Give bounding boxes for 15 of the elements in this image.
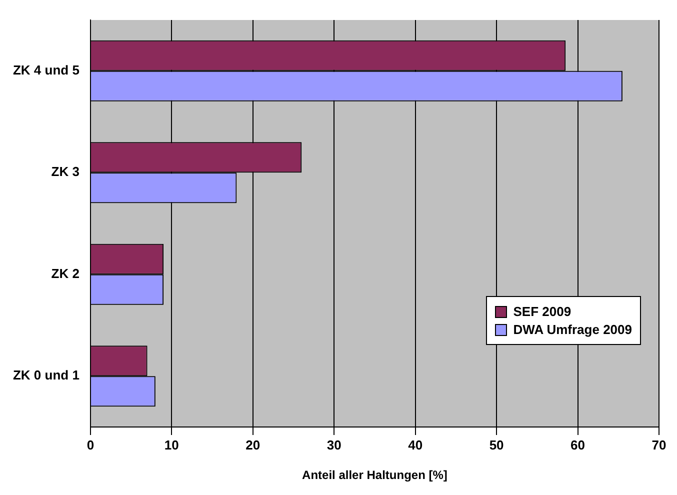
legend-label: SEF 2009 — [513, 304, 572, 319]
x-tick-label: 0 — [86, 437, 94, 452]
y-tick-label: ZK 3 — [51, 164, 80, 180]
x-axis-title: Anteil aller Haltungen [%] — [302, 468, 448, 482]
y-tick-label: ZK 4 und 5 — [12, 62, 80, 78]
x-tick-label: 40 — [408, 437, 423, 452]
legend-label: DWA Umfrage 2009 — [513, 322, 632, 337]
x-tick-label: 30 — [326, 437, 342, 452]
x-tick-label: 20 — [246, 437, 260, 452]
x-tick-label: 70 — [652, 437, 666, 452]
x-tick-label: 10 — [164, 437, 179, 452]
x-tick-label: 60 — [570, 437, 586, 452]
x-tick-label: 50 — [489, 437, 504, 452]
y-tick-label: ZK 0 und 1 — [12, 368, 80, 383]
y-tick-label: ZK 2 — [51, 266, 80, 281]
